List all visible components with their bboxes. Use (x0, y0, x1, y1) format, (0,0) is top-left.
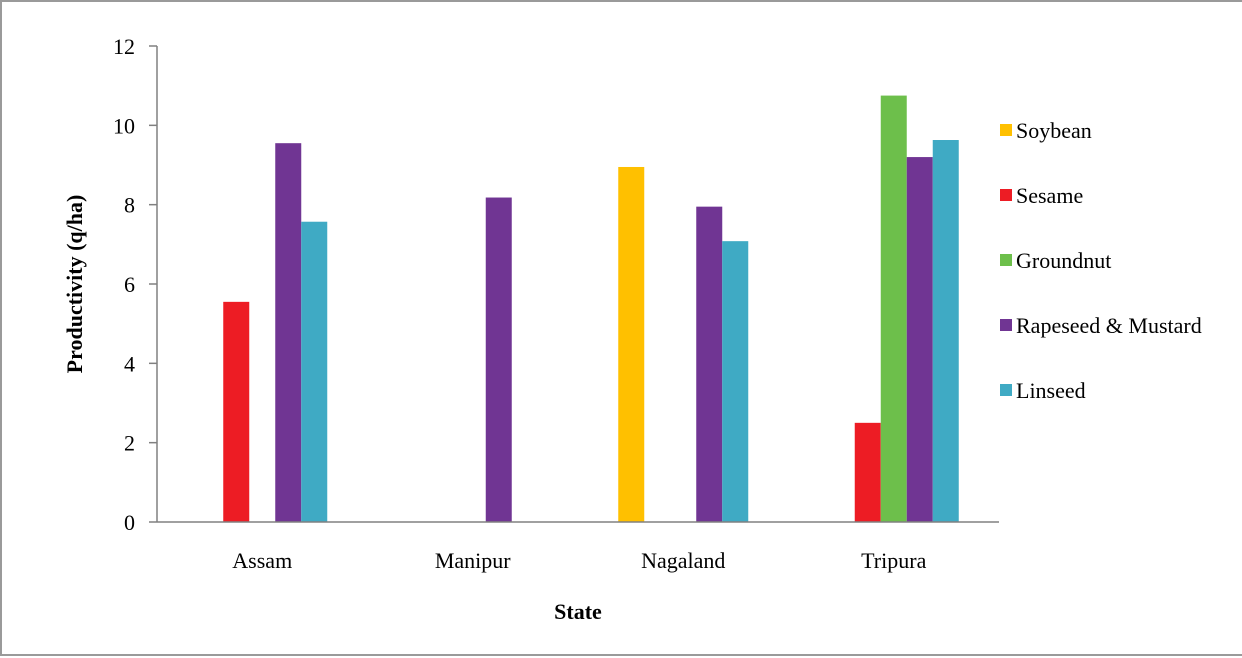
x-category-label: Nagaland (641, 548, 725, 573)
y-tick-label: 4 (124, 351, 135, 376)
bar (696, 206, 723, 522)
y-tick-label: 2 (124, 431, 135, 456)
x-axis-categories: Assam Manipur Nagaland Tripura (232, 548, 926, 573)
legend-label: Sesame (1016, 183, 1083, 208)
x-category-label: Manipur (435, 548, 511, 573)
y-tick-label: 0 (124, 510, 135, 535)
legend-swatch (1000, 124, 1012, 136)
legend-label: Soybean (1016, 118, 1092, 143)
y-axis-title: Productivity (q/ha) (62, 195, 87, 374)
bar (880, 95, 907, 522)
x-category-label: Tripura (861, 548, 926, 573)
bars-layer (223, 95, 959, 523)
x-category-label: Assam (232, 548, 292, 573)
legend-swatch (1000, 189, 1012, 201)
y-axis-ticks: 0 2 4 6 8 10 12 (113, 34, 157, 535)
bar (722, 241, 749, 522)
y-tick-label: 10 (113, 113, 135, 138)
bar (932, 140, 959, 522)
bar (301, 221, 328, 522)
legend-label: Groundnut (1016, 248, 1111, 273)
bar (485, 197, 512, 522)
bar (618, 166, 645, 522)
y-tick-label: 6 (124, 272, 135, 297)
legend-label: Linseed (1016, 378, 1086, 403)
legend-swatch (1000, 319, 1012, 331)
legend-swatch (1000, 384, 1012, 396)
legend-label: Rapeseed & Mustard (1016, 313, 1202, 338)
bar (906, 157, 933, 523)
bar (854, 422, 881, 522)
y-tick-label: 8 (124, 193, 135, 218)
x-axis-title: State (554, 599, 602, 624)
legend-swatch (1000, 254, 1012, 266)
legend: Soybean Sesame Groundnut Rapeseed & Mustard… (1000, 118, 1202, 403)
bar (275, 143, 302, 522)
bar (223, 301, 250, 522)
y-tick-label: 12 (113, 34, 135, 59)
